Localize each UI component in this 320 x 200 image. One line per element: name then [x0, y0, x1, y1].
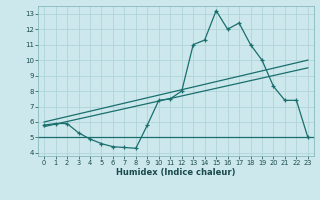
X-axis label: Humidex (Indice chaleur): Humidex (Indice chaleur)	[116, 168, 236, 177]
